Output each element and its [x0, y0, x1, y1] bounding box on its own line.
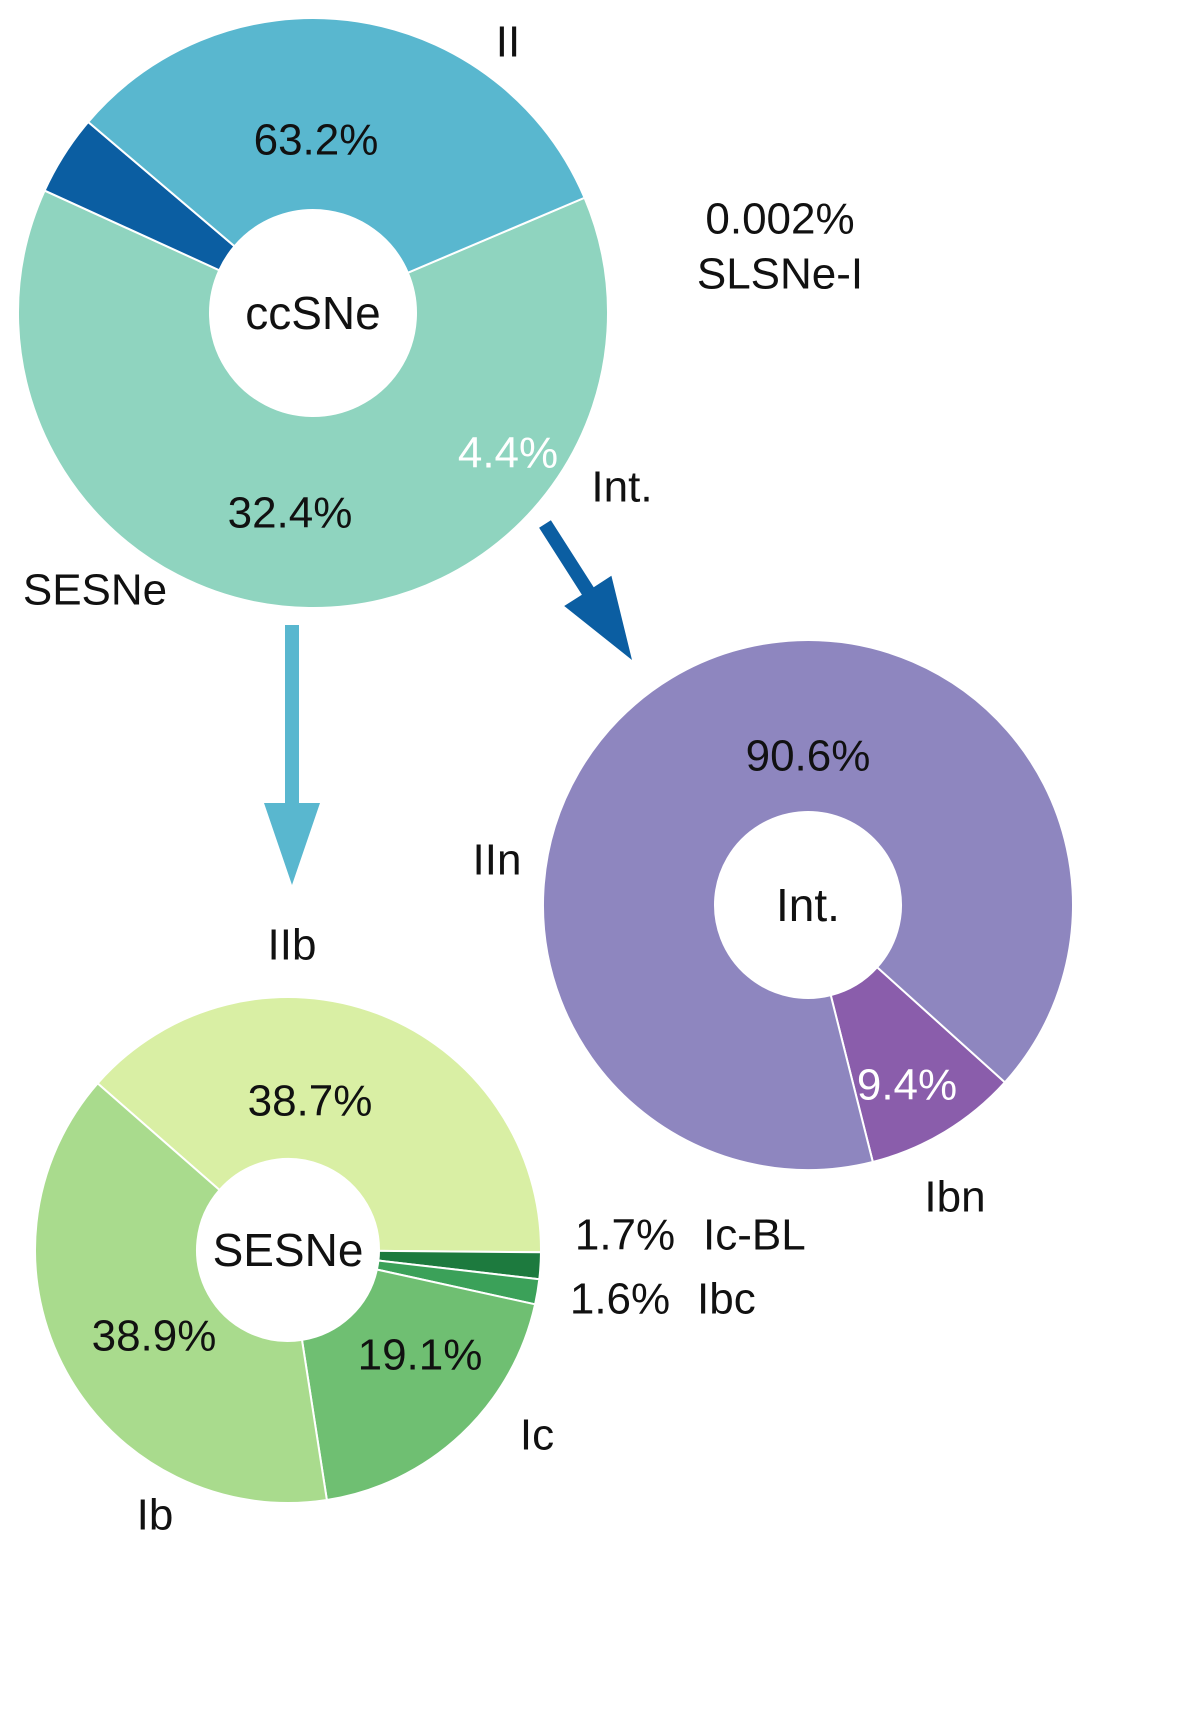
center-label-ccsne: ccSNe [245, 287, 380, 339]
value-label-ib: 38.9% [92, 1312, 217, 1361]
category-label-iib: IIb [268, 921, 317, 970]
value-label-slsne-i: 0.002% [705, 195, 854, 244]
category-label-int: Int. [591, 463, 652, 512]
category-label-ic-bl: Ic-BL [703, 1211, 806, 1260]
category-label-iin: IIn [473, 836, 522, 885]
value-label-iin: 90.6% [746, 732, 871, 781]
value-label-ii: 63.2% [254, 116, 379, 165]
value-label-sesne: 32.4% [228, 489, 353, 538]
value-label-ic: 19.1% [358, 1331, 483, 1380]
category-label-sesne: SESNe [23, 566, 167, 615]
center-label-sesne: SESNe [213, 1224, 364, 1276]
arrows-layer [264, 520, 632, 885]
value-label-ibn: 9.4% [857, 1061, 957, 1110]
value-label-int: 4.4% [458, 429, 558, 478]
donut-hole-sesne [197, 1159, 379, 1341]
value-label-ibc: 1.6% [570, 1275, 670, 1324]
category-label-ic: Ic [520, 1411, 554, 1460]
category-label-ii: II [496, 18, 520, 67]
slices-layer [17, 17, 1074, 1504]
labels-layer: ccSNe 63.2% II 4.4% Int. 32.4% SESNe 0.002% SLSN… [23, 18, 986, 1540]
arrow-to-int-chart [539, 520, 632, 660]
category-label-slsne-i: SLSNe-I [697, 250, 863, 299]
donut-hole-ccsne [210, 210, 416, 416]
arrow-to-sesne-chart [264, 625, 320, 885]
category-label-ib: Ib [137, 1491, 174, 1540]
value-label-iib: 38.7% [248, 1077, 373, 1126]
category-label-ibn: Ibn [924, 1173, 985, 1222]
category-label-ibc: Ibc [697, 1275, 756, 1324]
center-label-int: Int. [776, 879, 840, 931]
value-label-ic-bl: 1.7% [575, 1211, 675, 1260]
donut-hole-int [715, 812, 901, 998]
